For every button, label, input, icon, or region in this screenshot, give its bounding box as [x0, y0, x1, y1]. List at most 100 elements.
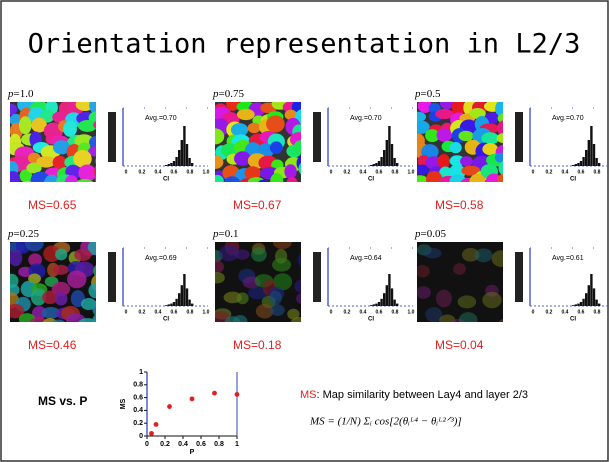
page: Orientation representation in L2/3 MS: M… [0, 0, 609, 462]
hist-ylabel-block [515, 252, 523, 302]
hist-ylabel-block [108, 112, 116, 162]
point [235, 392, 240, 397]
x-tick-label: 0.2 [160, 441, 170, 448]
hist-tick-label: 0.4 [562, 309, 569, 315]
ms-label: MS=0.46 [28, 338, 77, 352]
point [190, 396, 195, 401]
hist-bar [378, 302, 380, 306]
map-blob [237, 109, 255, 120]
definition-term: MS [300, 389, 317, 401]
ms-label: MS=0.04 [435, 338, 484, 352]
definition: MS: Map similarity between Lay4 and laye… [300, 389, 528, 401]
hist-tick-label: 0.2 [344, 169, 351, 175]
hist-bar [388, 126, 390, 166]
hist-bar [391, 144, 393, 166]
x-tick-label: 0.6 [196, 441, 206, 448]
hist-bar [585, 293, 587, 306]
hist-tick-label: 0.6 [171, 169, 178, 175]
p-value: =0.25 [14, 228, 40, 240]
ms-label: MS=0.65 [28, 198, 77, 212]
hist-tick-label: 0.8 [594, 169, 601, 175]
hist-bar [183, 126, 185, 166]
hist-bar [380, 157, 382, 166]
hist-bar [580, 161, 582, 166]
hist-tick-label: 0.4 [155, 169, 162, 175]
hist-bar [170, 304, 172, 306]
hist-bar [577, 304, 579, 306]
hist-tick-label: 0.6 [578, 309, 585, 315]
hist-xlabel: CI [163, 317, 169, 323]
hist-bar [378, 161, 380, 166]
definition-text: : Map similarity between Lay4 and layer … [317, 389, 529, 401]
hist-tick-label: 0.8 [187, 309, 194, 315]
map-blob [416, 286, 431, 299]
hist-bar [191, 163, 193, 166]
map-blob [449, 142, 461, 153]
hist-tick-label: 0.4 [360, 309, 367, 315]
hist-ylabel-block [108, 252, 116, 302]
p-value: =0.75 [219, 88, 245, 100]
hist-tick-label: 0.6 [376, 169, 383, 175]
hist-bar [178, 150, 180, 166]
hist-bar [170, 163, 172, 166]
hist-bar [173, 302, 175, 306]
point [149, 431, 154, 436]
hist-bar [393, 158, 395, 166]
hist-ylabel-block [313, 252, 321, 302]
hist-bar [370, 165, 372, 166]
ms-label: MS=0.58 [435, 198, 484, 212]
hist-bar [598, 304, 600, 306]
hist-tick-label: 0.8 [594, 309, 601, 315]
p-label: p=0.05 [414, 228, 446, 240]
point [154, 422, 159, 427]
hist-tick-label: 0.4 [360, 169, 367, 175]
map-blob [55, 292, 68, 305]
map-blob [458, 131, 473, 141]
hist-bar [375, 304, 377, 306]
hist-avg: Avg.=0.70 [552, 115, 584, 122]
map-blob [251, 247, 267, 262]
hist-bar [175, 299, 177, 306]
y-tick-label: 0.4 [133, 407, 143, 414]
hist-bar [383, 293, 385, 306]
hist-bar [582, 157, 584, 166]
y-tick-label: 0.6 [133, 394, 143, 401]
hist-bar [165, 305, 167, 306]
map-blob [74, 249, 91, 261]
map-blob [460, 156, 473, 166]
map-blob [63, 121, 77, 137]
hist-tick-label: 0 [532, 169, 535, 175]
hist-bar [191, 304, 193, 306]
hist-bar [593, 288, 595, 306]
hist-tick-label: 0 [532, 309, 535, 315]
hist-bar [598, 163, 600, 166]
point [212, 391, 217, 396]
hist-bar [370, 305, 372, 306]
hist-ylabel-block [313, 112, 321, 162]
hist-tick-label: 0.4 [155, 309, 162, 315]
y-tick-label: 0 [139, 433, 143, 440]
hist-avg: Avg.=0.64 [350, 255, 382, 262]
hist-bar [588, 140, 590, 166]
map-blob [482, 143, 498, 155]
map-blob [270, 141, 283, 154]
orientation-map [410, 96, 517, 195]
hist-tick-label: 0.8 [187, 169, 194, 175]
orientation-map [3, 235, 107, 335]
hist-bar [595, 300, 597, 306]
hist-avg: Avg.=0.70 [145, 115, 177, 122]
map-blob [423, 248, 441, 259]
x-axis-label: P [190, 449, 195, 456]
orientation-map [3, 97, 110, 193]
formula: MS = (1/N) Σᵢ cos[2(θᵢᴸ⁴ − θᵢᴸ²ᐟ³)] [309, 416, 462, 428]
hist-avg: Avg.=0.70 [350, 115, 382, 122]
map-blob [9, 249, 22, 266]
hist-bar [577, 163, 579, 166]
hist-bar [168, 304, 170, 306]
slide-title: Orientation representation in L2/3 [28, 29, 581, 60]
hist-tick-label: 0.6 [578, 169, 585, 175]
hist-xlabel: CI [368, 317, 374, 323]
map-blob [266, 116, 285, 133]
map-blob [248, 123, 261, 134]
hist-bar [396, 163, 398, 166]
